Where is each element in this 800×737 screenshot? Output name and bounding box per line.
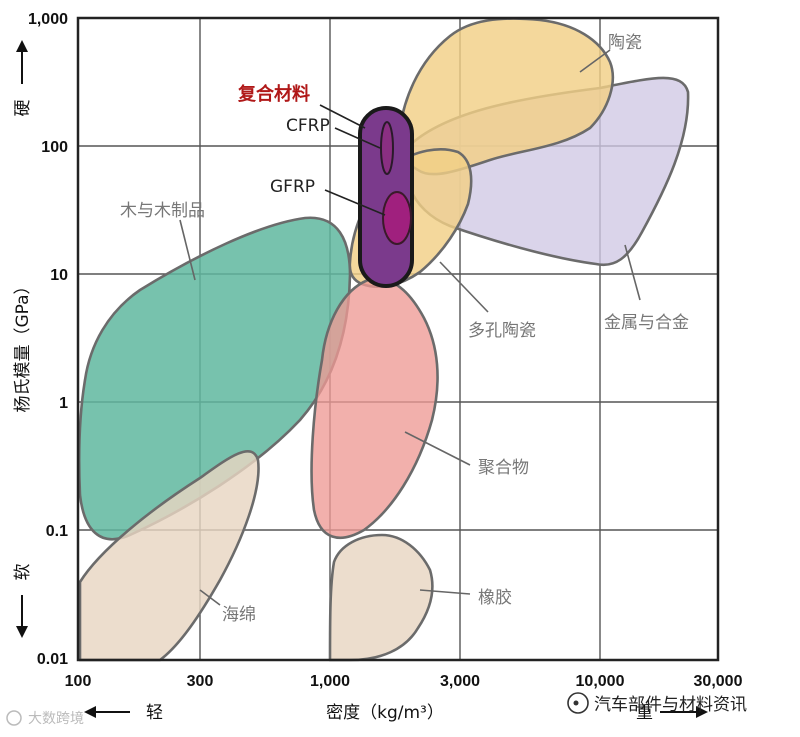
leader-wood — [179, 219, 196, 281]
leader-polymers — [404, 431, 471, 466]
watermark-left: 大数跨境 — [6, 710, 84, 727]
up-arrow-icon — [16, 40, 28, 52]
region-cfrp — [380, 121, 394, 175]
x-tick-1000: 1,000 — [310, 673, 350, 690]
wechat-logo-dot-icon — [573, 700, 579, 706]
wechat-logo-icon — [567, 692, 589, 714]
composites-group — [358, 106, 414, 288]
watermark-right: 汽车部件与材料资讯 — [567, 692, 747, 715]
y-tick-1: 1 — [59, 395, 68, 412]
leader-composites — [319, 104, 366, 129]
y-ticks: 1,000 100 10 1 0.1 0.01 — [28, 11, 68, 668]
region-foams — [78, 449, 260, 662]
region-gfrp — [382, 191, 412, 245]
watermark-right-text: 汽车部件与材料资讯 — [594, 695, 747, 715]
leader-gfrp — [324, 189, 386, 216]
y-tick-0.01: 0.01 — [37, 651, 68, 668]
left-arrow-icon — [84, 706, 96, 718]
label-metals: 金属与合金 — [604, 313, 689, 333]
x-axis-title: 密度（kg/m³） — [326, 703, 444, 723]
y-low-label: 软 — [13, 564, 33, 581]
watermark-left-text: 大数跨境 — [28, 711, 84, 727]
x-axis-annotations: 轻 密度（kg/m³） 重 — [84, 703, 708, 723]
label-cfrp: CFRP — [286, 116, 330, 136]
label-polymers: 聚合物 — [478, 458, 529, 478]
plot-frame — [76, 16, 720, 662]
x-tick-10000: 10,000 — [576, 673, 625, 690]
y-tick-1000: 1,000 — [28, 11, 68, 28]
leader-foams — [199, 589, 221, 606]
x-high-label: 重 — [636, 703, 653, 723]
label-gfrp: GFRP — [270, 177, 315, 197]
x-tick-3000: 3,000 — [440, 673, 480, 690]
label-rubbers: 橡胶 — [478, 588, 512, 608]
label-porous: 多孔陶瓷 — [468, 321, 536, 341]
leader-porous — [439, 261, 489, 313]
y-high-label: 硬 — [13, 100, 33, 117]
label-wood: 木与木制品 — [120, 201, 205, 221]
y-tick-10: 10 — [50, 267, 68, 284]
leader-rubbers — [419, 589, 471, 595]
label-foams: 海绵 — [222, 605, 256, 625]
x-tick-300: 300 — [187, 673, 214, 690]
down-arrow-icon — [16, 626, 28, 638]
y-axis-annotations: 杨氏模量（GPa） 硬 软 — [13, 40, 33, 638]
label-ceramics: 陶瓷 — [608, 33, 642, 53]
x-tick-30000: 30,000 — [694, 673, 743, 690]
leader-ceramics — [579, 49, 611, 73]
x-ticks: 100 300 1,000 3,000 10,000 30,000 — [65, 673, 743, 690]
y-tick-100: 100 — [41, 139, 68, 156]
watermark-left-logo-icon — [6, 710, 22, 726]
regions — [77, 17, 690, 662]
y-axis-title: 杨氏模量（GPa） — [13, 277, 33, 412]
leader-cfrp — [334, 127, 381, 149]
x-low-label: 轻 — [146, 703, 163, 723]
label-composites-title: 复合材料 — [237, 83, 310, 105]
leader-metals — [624, 244, 641, 301]
region-rubbers — [328, 533, 434, 662]
x-tick-100: 100 — [65, 673, 92, 690]
right-arrow-icon — [696, 706, 708, 718]
leaders — [179, 49, 641, 606]
y-tick-0.1: 0.1 — [46, 523, 68, 540]
